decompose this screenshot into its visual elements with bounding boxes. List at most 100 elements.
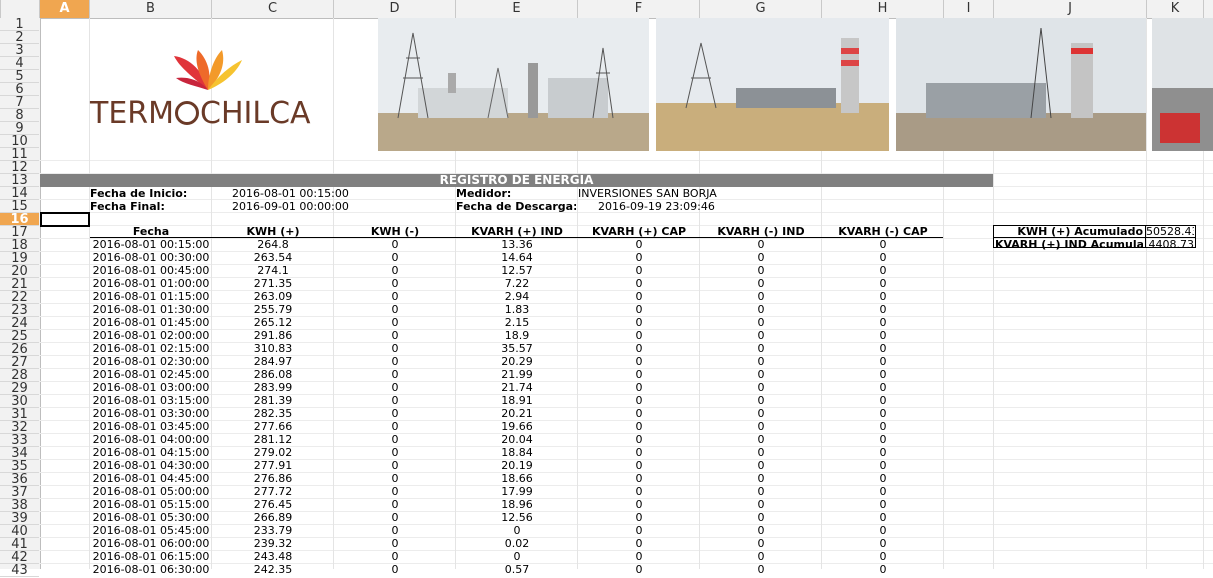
table-row-value: 0 <box>757 524 765 537</box>
row-header-34[interactable]: 34 <box>0 447 39 460</box>
grid-hline <box>40 342 1213 343</box>
row-header-9[interactable]: 9 <box>0 122 39 135</box>
row-header-27[interactable]: 27 <box>0 356 39 369</box>
row-header-2[interactable]: 2 <box>0 31 39 44</box>
row-header-1[interactable]: 1 <box>0 18 39 31</box>
table-row-date: 2016-08-01 04:30:00 <box>92 459 210 472</box>
column-header-H[interactable]: H <box>822 0 944 18</box>
table-row-value: 239.32 <box>253 537 293 550</box>
grid-vline <box>943 18 944 569</box>
row-header-31[interactable]: 31 <box>0 408 39 421</box>
row-header-23[interactable]: 23 <box>0 304 39 317</box>
row-header-40[interactable]: 40 <box>0 525 39 538</box>
row-header-39[interactable]: 39 <box>0 512 39 525</box>
table-row-value: 0 <box>635 446 643 459</box>
table-row-value: 13.36 <box>501 238 533 251</box>
table-row-value: 0 <box>391 290 399 303</box>
grid-hline <box>40 511 1213 512</box>
table-row-value: 0 <box>391 368 399 381</box>
table-row-value: 263.54 <box>253 251 293 264</box>
column-header-G[interactable]: G <box>700 0 822 18</box>
table-row-date: 2016-08-01 01:15:00 <box>92 290 210 303</box>
table-row-value: 283.99 <box>253 381 293 394</box>
row-header-14[interactable]: 14 <box>0 187 39 200</box>
row-header-28[interactable]: 28 <box>0 369 39 382</box>
table-row-value: 0 <box>757 550 765 563</box>
table-row-value: 18.66 <box>501 472 533 485</box>
row-header-29[interactable]: 29 <box>0 382 39 395</box>
row-header-43[interactable]: 43 <box>0 564 39 577</box>
row-header-38[interactable]: 38 <box>0 499 39 512</box>
row-header-22[interactable]: 22 <box>0 291 39 304</box>
row-header-13[interactable]: 13 <box>0 174 39 187</box>
table-row-value: 18.9 <box>504 329 530 342</box>
table-row-value: 0 <box>635 537 643 550</box>
row-header-36[interactable]: 36 <box>0 473 39 486</box>
grid-vline <box>211 18 212 569</box>
flower-icon <box>174 50 242 90</box>
row-header-30[interactable]: 30 <box>0 395 39 408</box>
column-header-E[interactable]: E <box>456 0 578 18</box>
column-header-A[interactable]: A <box>40 0 90 18</box>
table-row-value: 14.64 <box>501 251 533 264</box>
sheet-grid[interactable]: TERM CHILCA <box>40 18 1213 576</box>
row-header-7[interactable]: 7 <box>0 96 39 109</box>
row-header-33[interactable]: 33 <box>0 434 39 447</box>
column-header-J[interactable]: J <box>994 0 1147 18</box>
row-header-18[interactable]: 18 <box>0 239 39 252</box>
table-row-date: 2016-08-01 01:45:00 <box>92 316 210 329</box>
table-row-value: 0 <box>879 407 887 420</box>
corner-select-all[interactable] <box>0 0 40 18</box>
row-header-42[interactable]: 42 <box>0 551 39 564</box>
fecha-descarga-label: Fecha de Descarga: <box>456 200 576 213</box>
row-header-5[interactable]: 5 <box>0 70 39 83</box>
table-row-value: 0 <box>879 303 887 316</box>
row-header-10[interactable]: 10 <box>0 135 39 148</box>
row-header-19[interactable]: 19 <box>0 252 39 265</box>
column-header-D[interactable]: D <box>334 0 456 18</box>
row-header-35[interactable]: 35 <box>0 460 39 473</box>
row-header-6[interactable]: 6 <box>0 83 39 96</box>
table-row-value: 0 <box>879 550 887 563</box>
termochilca-logo: TERM CHILCA <box>90 48 330 138</box>
row-header-41[interactable]: 41 <box>0 538 39 551</box>
row-header-25[interactable]: 25 <box>0 330 39 343</box>
table-header-cell: KVARH (+) IND <box>471 225 563 238</box>
row-header-3[interactable]: 3 <box>0 44 39 57</box>
table-row-date: 2016-08-01 05:15:00 <box>92 498 210 511</box>
row-header-bar: 1 2 3 4 5 6 7 8 9 10 11 12 13 14 15 16 17 18 19 20 21 22 23 24 2… <box>0 18 41 577</box>
row-header-12[interactable]: 12 <box>0 161 39 174</box>
table-row-value: 0 <box>757 563 765 576</box>
row-header-4[interactable]: 4 <box>0 57 39 70</box>
grid-vline <box>821 18 822 569</box>
row-header-15[interactable]: 15 <box>0 200 39 213</box>
row-header-8[interactable]: 8 <box>0 109 39 122</box>
table-row-value: 0 <box>879 459 887 472</box>
row-header-24[interactable]: 24 <box>0 317 39 330</box>
table-row-date: 2016-08-01 03:30:00 <box>92 407 210 420</box>
column-header-B[interactable]: B <box>90 0 212 18</box>
table-row-value: 0 <box>635 459 643 472</box>
row-header-32[interactable]: 32 <box>0 421 39 434</box>
grid-hline <box>40 498 1213 499</box>
table-row-value: 35.57 <box>501 342 533 355</box>
row-header-26[interactable]: 26 <box>0 343 39 356</box>
row-header-16[interactable]: 16 <box>0 213 39 226</box>
active-cell-A16[interactable] <box>40 212 90 227</box>
column-header-I[interactable]: I <box>944 0 994 18</box>
kwh-acumulado-label: KWH (+) Acumulado <box>1017 225 1143 238</box>
table-row-value: 286.08 <box>253 368 293 381</box>
row-header-21[interactable]: 21 <box>0 278 39 291</box>
row-header-11[interactable]: 11 <box>0 148 39 161</box>
table-row-value: 0 <box>757 446 765 459</box>
row-header-37[interactable]: 37 <box>0 486 39 499</box>
column-header-F[interactable]: F <box>578 0 700 18</box>
table-row-value: 0 <box>635 498 643 511</box>
column-header-C[interactable]: C <box>212 0 334 18</box>
column-header-K[interactable]: K <box>1147 0 1204 18</box>
table-row-date: 2016-08-01 03:15:00 <box>92 394 210 407</box>
row-header-20[interactable]: 20 <box>0 265 39 278</box>
table-row-value: 12.56 <box>501 511 533 524</box>
table-row-value: 0 <box>635 485 643 498</box>
row-header-17[interactable]: 17 <box>0 226 39 239</box>
